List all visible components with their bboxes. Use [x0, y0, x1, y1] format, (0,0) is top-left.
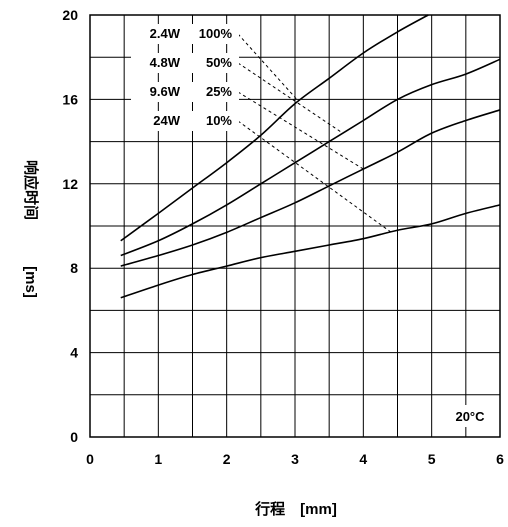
- legend-power-label: 4.8W: [150, 55, 181, 70]
- x-tick-label: 0: [86, 451, 94, 467]
- x-tick-label: 4: [359, 451, 367, 467]
- plot-frame: [89, 14, 501, 438]
- legend-leader-line: [237, 120, 391, 233]
- legend-power-label: 9.6W: [150, 84, 181, 99]
- y-tick-label: 20: [62, 7, 78, 23]
- legend-backing: [131, 53, 239, 73]
- annotation-backing: [447, 405, 493, 427]
- y-tick-label: 0: [70, 429, 78, 445]
- grid-layer: [89, 14, 501, 438]
- y-tick-label: 4: [70, 345, 78, 361]
- legend-duty-label: 25%: [206, 84, 232, 99]
- legend-power-label: 2.4W: [150, 26, 181, 41]
- legend-leader-line: [237, 62, 344, 134]
- x-axis-title: 行程 [mm]: [254, 500, 337, 518]
- annotation-temperature: 20°C: [455, 409, 485, 424]
- y-tick-label: 12: [62, 176, 78, 192]
- legend-leader-line: [237, 91, 364, 170]
- series-line-2: [120, 58, 501, 257]
- legend-backing: [131, 82, 239, 102]
- series-line-4: [120, 204, 501, 299]
- x-tick-label: 3: [291, 451, 299, 467]
- legend-duty-label: 50%: [206, 55, 232, 70]
- x-tick-label: 6: [496, 451, 504, 467]
- legend-backing: [131, 111, 239, 131]
- series-line-3: [120, 109, 501, 267]
- legend-leader-lines: [237, 33, 391, 233]
- legend-backing: [131, 24, 239, 44]
- series-layer: [120, 14, 501, 299]
- legend-leader-line: [237, 33, 299, 102]
- x-tick-label: 1: [154, 451, 162, 467]
- x-tick-label: 2: [223, 451, 231, 467]
- series-line-1: [120, 14, 429, 242]
- y-axis-title: 响应时间: [22, 160, 40, 220]
- x-tick-label: 5: [428, 451, 436, 467]
- y-axis-unit: [ms]: [22, 266, 39, 298]
- y-tick-label: 8: [70, 260, 78, 276]
- legend-duty-label: 10%: [206, 113, 232, 128]
- legend-power-label: 24W: [153, 113, 180, 128]
- legend: 2.4W 100% 4.8W 50% 9.6W 25% 24W 10%: [131, 24, 239, 131]
- y-tick-label: 16: [62, 91, 78, 107]
- legend-duty-label: 100%: [199, 26, 233, 41]
